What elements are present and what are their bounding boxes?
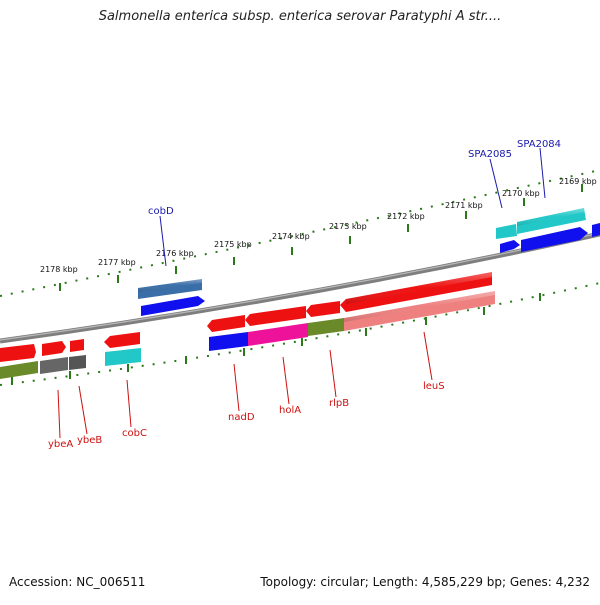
leader-spa2084 bbox=[539, 147, 546, 199]
tick-label: 2175 kbp bbox=[214, 240, 252, 249]
leader-cobd bbox=[159, 215, 167, 267]
label-leaders bbox=[57, 147, 546, 439]
leader-rlpb bbox=[329, 349, 337, 398]
gene-blue-long[interactable] bbox=[521, 227, 588, 252]
leader-hola bbox=[282, 356, 290, 405]
gene-ybeb[interactable] bbox=[40, 357, 68, 374]
tick-marks bbox=[11, 184, 583, 385]
tick-label: 2178 kbp bbox=[40, 265, 78, 274]
gene-red-cobc[interactable] bbox=[104, 332, 140, 348]
gene-blue-edge[interactable] bbox=[592, 223, 600, 237]
leader-nadd bbox=[233, 363, 240, 412]
tick-label: 2172 kbp bbox=[387, 212, 425, 221]
gene-leus-highlight bbox=[344, 291, 495, 322]
gene-red-nadd[interactable] bbox=[207, 315, 245, 332]
accession-text: Accession: NC_006511 bbox=[9, 575, 146, 589]
tick-label: 2173 kbp bbox=[329, 222, 367, 231]
label-rlpb: rlpB bbox=[329, 398, 349, 409]
gene-red-leus-highlight bbox=[346, 272, 492, 304]
tick-label: 2177 kbp bbox=[98, 258, 136, 267]
tick-label: 2170 kbp bbox=[502, 189, 540, 198]
label-ybeb: ybeB bbox=[77, 435, 102, 446]
label-spa2084: SPA2084 bbox=[517, 139, 561, 150]
gene-spa2085[interactable] bbox=[496, 224, 517, 239]
gene-blue-small[interactable] bbox=[500, 240, 520, 253]
leader-cobc bbox=[126, 379, 132, 428]
gene-rlpb[interactable] bbox=[308, 318, 344, 336]
tick-labels: 2178 kbp 2177 kbp 2176 kbp 2175 kbp 2174… bbox=[40, 177, 597, 274]
inner-strand-genes bbox=[0, 272, 495, 379]
label-ybea: ybeA bbox=[48, 439, 73, 450]
label-leus: leuS bbox=[423, 381, 445, 392]
gene-blue-outer[interactable] bbox=[141, 296, 205, 316]
gene-red-left-2[interactable] bbox=[42, 341, 66, 356]
gene-hola[interactable] bbox=[248, 323, 308, 346]
inner-gene-labels: ybeA ybeB cobC nadD holA rlpB leuS bbox=[48, 381, 445, 450]
gene-grey-2[interactable] bbox=[69, 355, 86, 370]
genome-backbone-highlight bbox=[0, 232, 600, 341]
gene-nadd[interactable] bbox=[209, 332, 248, 351]
gene-ybea[interactable] bbox=[0, 361, 38, 379]
label-cobd: cobD bbox=[148, 206, 174, 217]
outer-strand-genes bbox=[138, 208, 600, 316]
gene-red-hola[interactable] bbox=[245, 306, 306, 326]
tick-label: 2174 kbp bbox=[272, 232, 310, 241]
outer-gene-labels: cobD SPA2085 SPA2084 bbox=[148, 139, 561, 217]
topology-text: Topology: circular; Length: 4,585,229 bp… bbox=[260, 575, 590, 589]
gene-cobc[interactable] bbox=[105, 348, 141, 366]
gene-red-left-3[interactable] bbox=[70, 339, 84, 352]
gene-red-rlpb[interactable] bbox=[306, 301, 340, 317]
tick-label: 2169 kbp bbox=[559, 177, 597, 186]
label-hola: holA bbox=[279, 405, 301, 416]
label-spa2085: SPA2085 bbox=[468, 149, 512, 160]
map-title: Salmonella enterica subsp. enterica sero… bbox=[98, 9, 502, 24]
leader-ybeb bbox=[78, 385, 88, 435]
label-cobc: cobC bbox=[122, 428, 147, 439]
genome-backbone bbox=[0, 231, 600, 344]
gene-red-left-1[interactable] bbox=[0, 344, 36, 362]
gene-spa2084-highlight bbox=[517, 208, 585, 226]
tick-label: 2171 kbp bbox=[445, 201, 483, 210]
gene-cobd-highlight bbox=[138, 279, 202, 292]
tick-label: 2176 kbp bbox=[156, 249, 194, 258]
leader-ybea bbox=[57, 389, 61, 439]
leader-spa2085 bbox=[489, 158, 503, 209]
leader-leus bbox=[423, 331, 433, 381]
label-nadd: nadD bbox=[228, 412, 255, 423]
